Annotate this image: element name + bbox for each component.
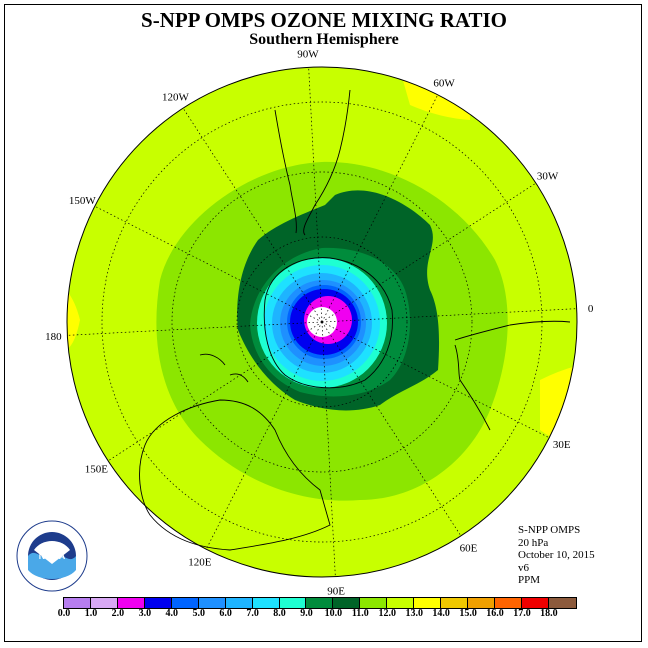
meridian-line (205, 321, 323, 550)
colorbar-swatch (306, 598, 334, 608)
colorbar-tick-labels: 0.0 1.0 2.0 3.0 4.0 5.0 6.0 7.0 8.0 9.0 10.0 11.0 12… (0, 608, 648, 622)
colorbar (63, 597, 577, 609)
colorbar-swatch (144, 598, 172, 608)
colorbar-swatch (468, 598, 495, 608)
meridian-line (321, 182, 537, 323)
pressure-level: 20 hPa (518, 536, 549, 549)
longitude-label: 150W (69, 195, 97, 207)
date-label: October 10, 2015 (518, 549, 595, 561)
colorbar-tick-label: 4.0 (165, 608, 179, 619)
longitude-label: 150E (85, 464, 109, 476)
colorbar-tick-label: 7.0 (246, 608, 259, 619)
colorbar-tick-label: 1.0 (84, 608, 98, 619)
map-boundary (66, 66, 578, 578)
meridian-line (321, 321, 462, 537)
meridian-line (308, 67, 323, 323)
colorbar-swatch (198, 598, 226, 608)
colorbar-swatch (360, 598, 388, 608)
colorbar-tick-label: 9.0 (300, 608, 313, 619)
meridian-line (182, 107, 323, 323)
colorbar-tick-label: 3.0 (138, 608, 152, 619)
antarctica-coast (263, 257, 393, 389)
colorbar-tick-label: 15.0 (459, 608, 477, 619)
colorbar-tick-label: 17.0 (513, 608, 531, 619)
meridian-line (321, 94, 439, 323)
meridian-line (321, 308, 577, 323)
version-label: v6 (518, 561, 529, 574)
colorbar-swatch (333, 598, 361, 608)
map-title: S-NPP OMPS OZONE MIXING RATIO (141, 8, 507, 32)
australia-coast (139, 399, 331, 551)
new-zealand-coast (199, 353, 249, 383)
info-block: S-NPP OMPS 20 hPa October 10, 2015 v6 PP… (518, 524, 595, 587)
colorbar-tick-label: 2.0 (111, 608, 125, 619)
colorbar-swatch (521, 598, 549, 608)
colorbar-tick-label: 10.0 (324, 608, 343, 619)
longitude-label: 120E (188, 557, 212, 569)
colorbar-swatch (279, 598, 307, 608)
colorbar-swatch (387, 598, 415, 608)
longitude-label: 120W (162, 91, 190, 103)
colorbar-swatch (64, 598, 91, 608)
colorbar-swatch (441, 598, 469, 608)
colorbar-swatch (90, 598, 118, 608)
colorbar-tick-label: 6.0 (219, 608, 232, 619)
instrument-label: S-NPP OMPS (518, 524, 581, 536)
colorbar-tick-label: 8.0 (273, 608, 286, 619)
units-label: PPM (518, 574, 541, 586)
longitude-label: 30W (537, 170, 559, 182)
coastlines (139, 89, 571, 551)
logo-wave (28, 552, 76, 579)
colorbar-swatch (495, 598, 522, 608)
longitude-label: 90W (297, 48, 319, 60)
colorbar-swatch (225, 598, 253, 608)
colorbar-tick-label: 12.0 (378, 608, 397, 619)
colorbar-tick-label: 11.0 (351, 608, 369, 619)
longitude-labels: 90W 60W 30W 0 30E 60E 90E 120E 150E 180 150W 120W (45, 48, 594, 597)
longitude-label: 60W (433, 77, 455, 89)
colorbar-tick-label: 14.0 (432, 608, 450, 619)
map-subtitle: Southern Hemisphere (249, 31, 399, 48)
colorbar-swatch (171, 598, 199, 608)
longitude-label: 90E (327, 586, 345, 598)
colorbar-tick-label: 18.0 (540, 608, 558, 619)
colorbar-swatch (117, 598, 145, 608)
colorbar-swatch (414, 598, 442, 608)
noaa-logo: NOAA (16, 520, 88, 592)
meridian-line (321, 321, 336, 577)
colorbar-swatch (548, 598, 576, 608)
meridian-line (107, 321, 323, 462)
colorbar-swatch (252, 598, 280, 608)
meridian-line (321, 321, 550, 439)
meridian-line (67, 321, 323, 336)
longitude-label: 180 (45, 331, 62, 343)
logo-text: NOAA (39, 551, 66, 561)
longitude-label: 30E (553, 439, 571, 451)
latitude-circle-70s (236, 236, 408, 408)
colorbar-tick-label: 13.0 (405, 608, 423, 619)
south-america-coast (274, 89, 351, 236)
longitude-label: 0 (588, 303, 594, 315)
latitude-circle-50s (171, 171, 473, 473)
colorbar-tick-label: 0.0 (57, 608, 71, 619)
logo-gull (34, 541, 70, 564)
colorbar-tick-label: 16.0 (486, 608, 504, 619)
meridian-line (94, 205, 323, 323)
colorbar-tick-label: 5.0 (192, 608, 205, 619)
figure-frame (4, 4, 642, 642)
africa-coast (454, 320, 571, 431)
longitude-label: 60E (460, 543, 478, 555)
